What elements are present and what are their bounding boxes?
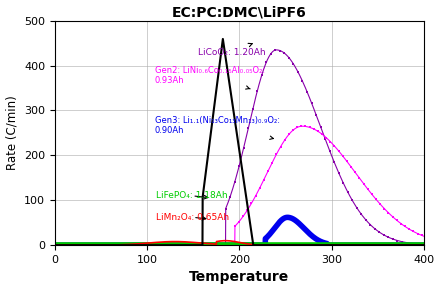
Text: LiMn₂O₄: 0.65Ah: LiMn₂O₄: 0.65Ah [156,213,230,222]
Text: Gen3: Li₁.₁(Ni₁₃Co₁₃Mn₁₃)₀.₉O₂:
0.90Ah: Gen3: Li₁.₁(Ni₁₃Co₁₃Mn₁₃)₀.₉O₂: 0.90Ah [154,116,279,139]
Title: EC:PC:DMC\LiPF6: EC:PC:DMC\LiPF6 [172,6,307,19]
Text: LiFePO₄: 1.18Ah: LiFePO₄: 1.18Ah [156,191,228,200]
X-axis label: Temperature: Temperature [189,271,290,284]
Y-axis label: Rate (C/min): Rate (C/min) [6,96,18,170]
Text: Gen2: LiNi₀.₆Co₀.₁₅Al₀.₀₅O₂:
0.93Ah: Gen2: LiNi₀.₆Co₀.₁₅Al₀.₀₅O₂: 0.93Ah [154,66,265,89]
Text: LiCoO₂: 1.20Ah: LiCoO₂: 1.20Ah [198,44,266,57]
